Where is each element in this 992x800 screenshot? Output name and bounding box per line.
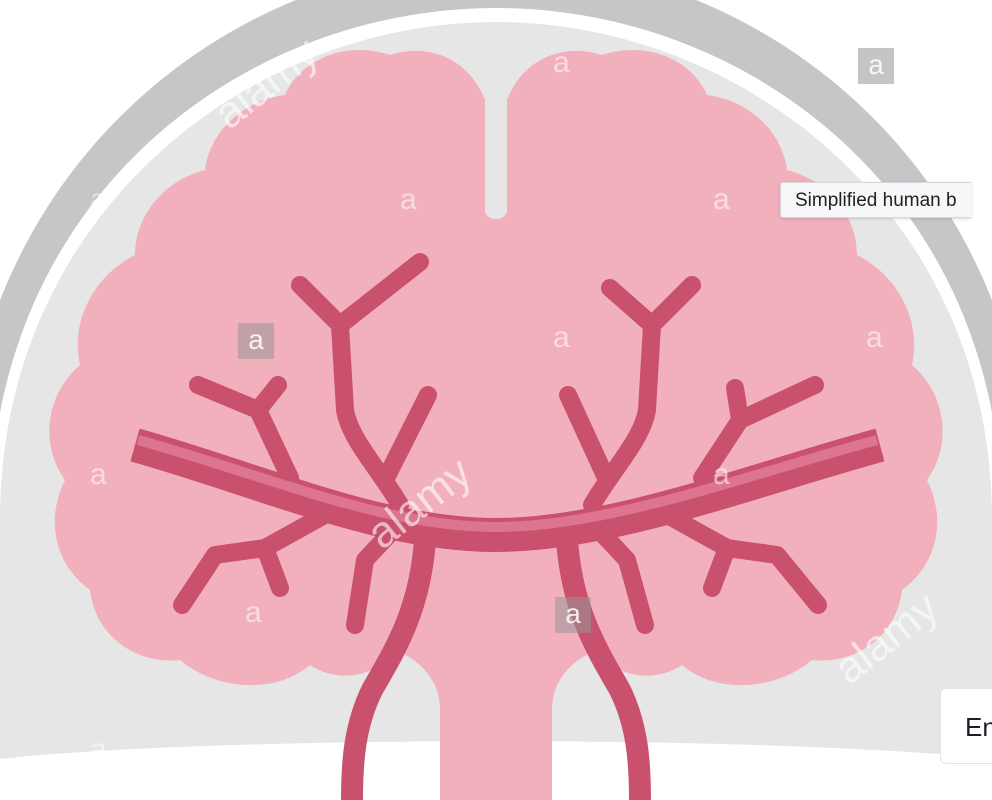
watermark-box: a	[858, 48, 894, 84]
watermark-mark: a	[90, 458, 107, 491]
watermark-mark: a	[90, 733, 107, 766]
watermark-mark: a	[713, 183, 730, 216]
watermark-mark: a	[713, 733, 730, 766]
watermark-mark: a	[90, 183, 107, 216]
vessel-highlight	[136, 435, 879, 533]
vessel-tree	[130, 253, 885, 800]
watermark-box: a	[238, 323, 274, 359]
watermark-mark: a	[713, 458, 730, 491]
watermark-mark: a	[245, 596, 262, 629]
language-button[interactable]: En	[940, 688, 992, 764]
image-title-tooltip: Simplified human b	[780, 182, 971, 218]
watermark-mark: a	[400, 183, 417, 216]
brain-shape	[49, 49, 943, 800]
watermark-mark: a	[400, 733, 417, 766]
watermark-mark: a	[553, 321, 570, 354]
watermark-mark: a	[553, 46, 570, 79]
watermark-mark: a	[866, 321, 883, 354]
watermark-box: a	[555, 597, 591, 633]
